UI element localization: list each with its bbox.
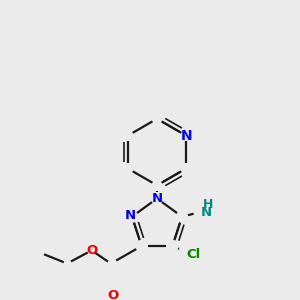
Text: O: O	[107, 290, 118, 300]
Text: O: O	[86, 244, 97, 257]
Text: N: N	[152, 192, 163, 205]
Text: H: H	[203, 198, 214, 211]
Text: N: N	[125, 209, 136, 222]
Text: Cl: Cl	[186, 248, 201, 261]
Text: N: N	[181, 129, 193, 143]
Text: N: N	[201, 206, 212, 219]
